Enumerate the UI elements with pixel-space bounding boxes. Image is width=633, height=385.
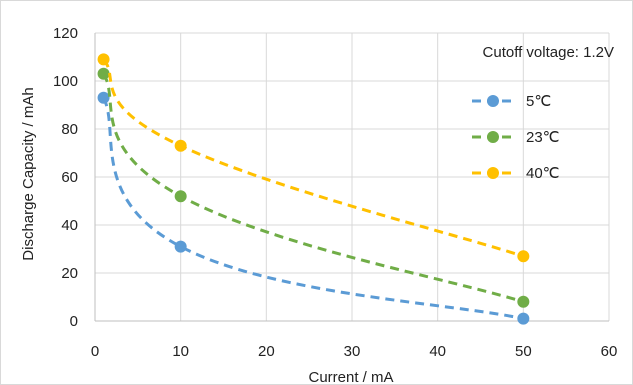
legend-label: 5℃ — [526, 93, 551, 110]
data-point — [517, 295, 530, 308]
series-group — [97, 53, 530, 325]
data-point — [174, 190, 187, 203]
y-tick-label: 20 — [61, 265, 78, 282]
legend-label: 23℃ — [526, 129, 560, 146]
y-tick-label: 60 — [61, 169, 78, 186]
data-point — [97, 91, 110, 104]
x-tick-label: 30 — [344, 343, 361, 360]
data-point — [517, 312, 530, 325]
x-tick-label: 0 — [91, 343, 99, 360]
grid-lines — [95, 32, 610, 321]
x-tick-label: 50 — [515, 343, 532, 360]
x-tick-label: 20 — [258, 343, 275, 360]
x-axis-title: Current / mA — [308, 369, 393, 385]
legend-marker — [487, 95, 499, 107]
cutoff-voltage-annotation: Cutoff voltage: 1.2V — [483, 44, 614, 61]
y-tick-label: 0 — [70, 313, 78, 330]
series-line — [102, 97, 524, 321]
data-point — [517, 250, 530, 263]
y-tick-label: 40 — [61, 217, 78, 234]
data-point — [97, 53, 110, 66]
x-tick-label: 10 — [172, 343, 189, 360]
y-tick-label: 120 — [53, 25, 78, 42]
legend: 5℃ 23℃ 40℃ — [472, 93, 560, 182]
y-axis-title: Discharge Capacity / mAh — [20, 87, 37, 260]
data-point — [97, 67, 110, 80]
y-tick-label: 80 — [61, 121, 78, 138]
x-tick-label: 40 — [429, 343, 446, 360]
x-tick-label: 60 — [601, 343, 618, 360]
legend-marker — [487, 131, 499, 143]
legend-label: 40℃ — [526, 165, 560, 182]
y-tick-label: 100 — [53, 73, 78, 90]
series-line — [102, 73, 524, 304]
data-point — [174, 240, 187, 253]
data-point — [174, 139, 187, 152]
legend-marker — [487, 167, 499, 179]
